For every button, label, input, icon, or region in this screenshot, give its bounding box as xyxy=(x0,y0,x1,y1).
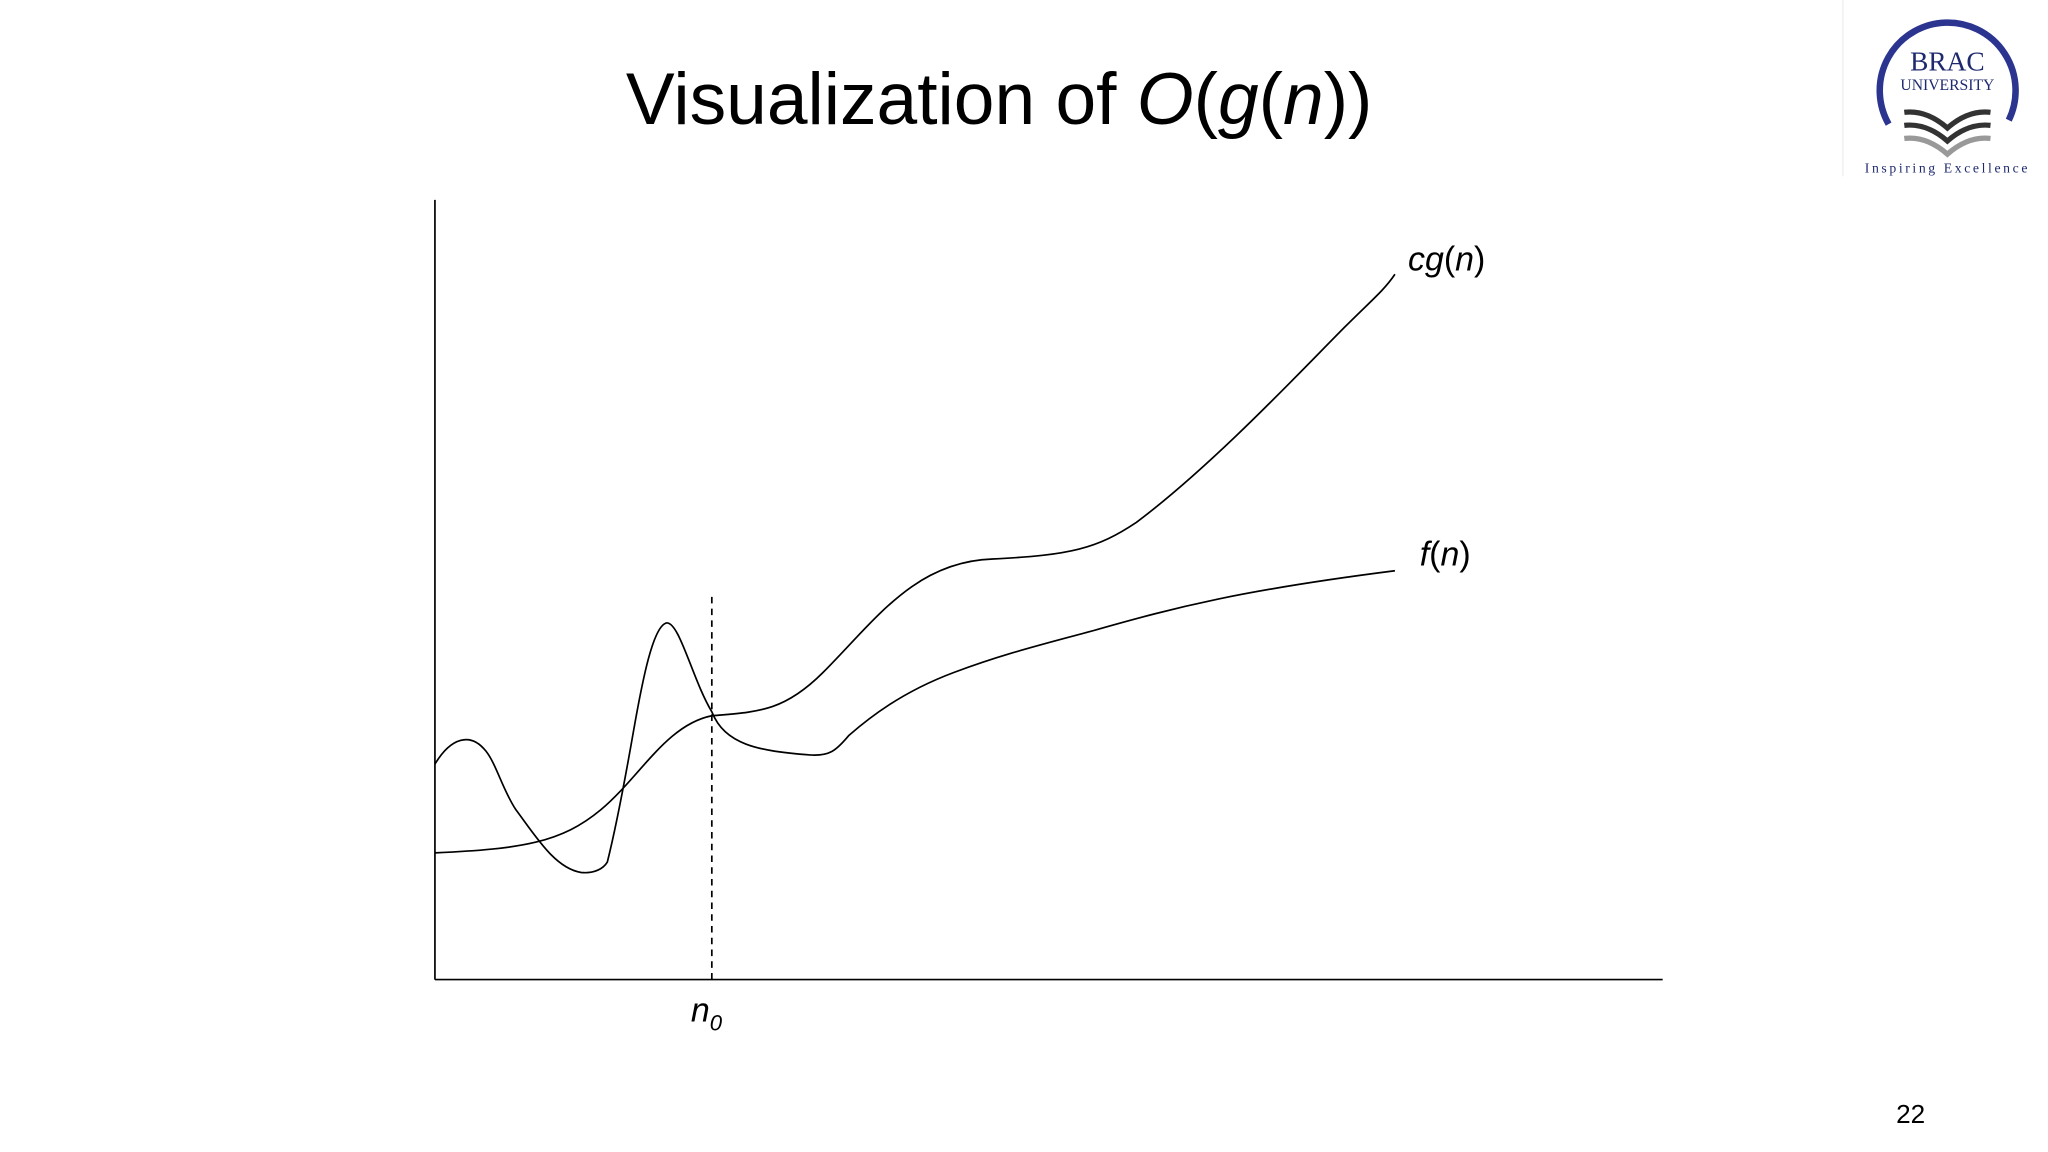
f-label: f(n) xyxy=(1420,536,1471,574)
logo-ring xyxy=(1876,19,2019,126)
logo-name: BRAC xyxy=(1910,47,1985,77)
logo-book xyxy=(1903,109,1991,145)
logo-book xyxy=(1903,135,1991,158)
content: Visualization of O(g(n)) BRAC UNIVERSITY… xyxy=(434,0,2030,1129)
logo-motto: Inspiring Excellence xyxy=(1865,160,2030,175)
cg-curve xyxy=(434,273,1396,854)
logo: BRAC UNIVERSITY Inspiring Excellence xyxy=(1842,0,2030,177)
n0-label: n0 xyxy=(691,991,723,1035)
cg-label: cg(n) xyxy=(1408,240,1485,278)
f-curve xyxy=(434,569,1396,874)
logo-subname: UNIVERSITY xyxy=(1900,77,1994,94)
page-number: 22 xyxy=(1896,1099,1925,1129)
slide-title: Visualization of O(g(n)) xyxy=(626,59,1373,140)
